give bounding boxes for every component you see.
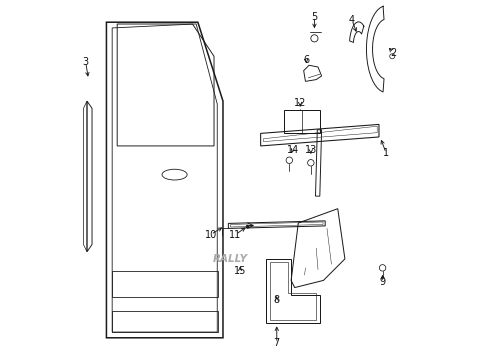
Text: 3: 3	[82, 57, 88, 67]
Text: 8: 8	[273, 295, 279, 305]
Text: 9: 9	[379, 277, 385, 287]
Text: 14: 14	[286, 144, 299, 154]
Text: 1: 1	[382, 148, 388, 158]
Text: 2: 2	[389, 48, 396, 58]
Text: RALLY: RALLY	[212, 254, 247, 264]
Text: 4: 4	[348, 15, 354, 26]
Text: 11: 11	[229, 230, 241, 239]
Text: 5: 5	[311, 12, 317, 22]
Text: 13: 13	[304, 144, 316, 154]
Text: 6: 6	[303, 55, 308, 65]
Text: 10: 10	[204, 230, 217, 239]
Text: 15: 15	[234, 266, 246, 276]
Text: 12: 12	[293, 98, 305, 108]
Bar	[284, 110, 319, 134]
Text: 7: 7	[273, 338, 279, 348]
